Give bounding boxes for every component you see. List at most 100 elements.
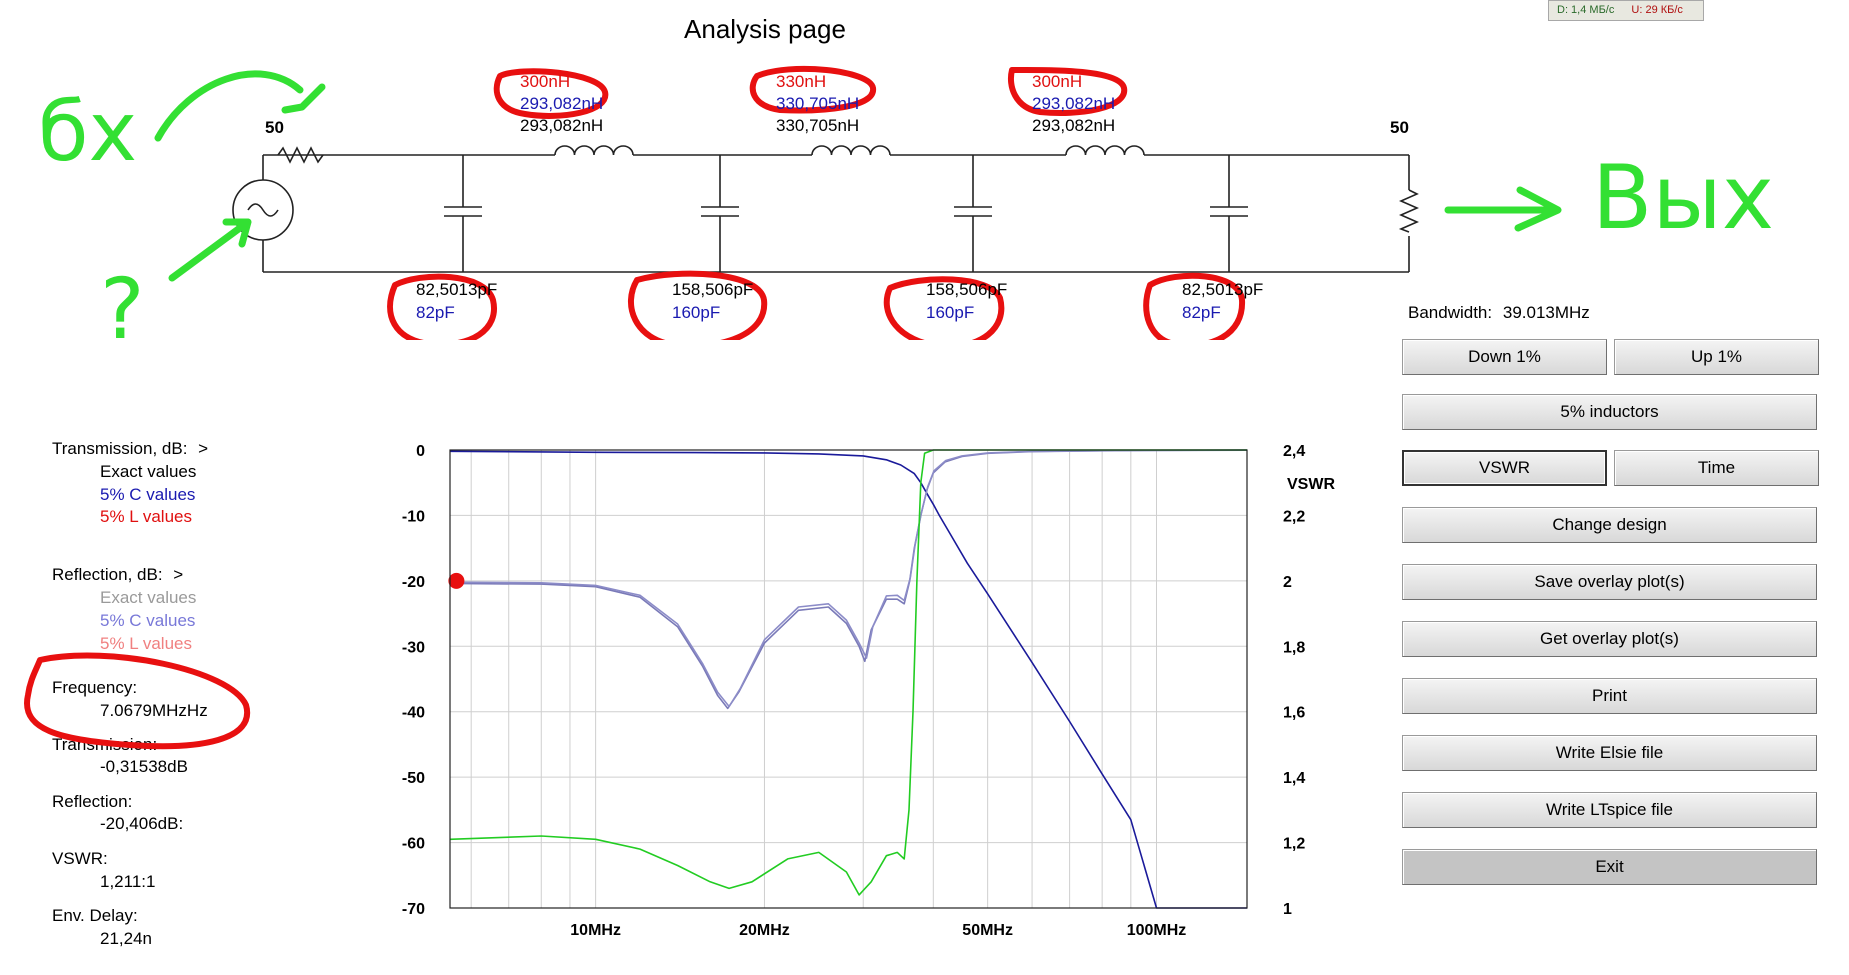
frequency-value: 7.0679MHzHz <box>100 701 208 720</box>
delay-readout-label: Env. Delay: <box>52 906 138 925</box>
reflection-readout-label: Reflection: <box>52 792 133 811</box>
x-tick-label: 100MHz <box>1127 922 1187 939</box>
red-circle-inductor-3 <box>1008 66 1128 116</box>
transmission-legend-header: Transmission, dB: > <box>52 439 208 459</box>
inductor-1-5pct-value: 300nH <box>520 72 571 91</box>
transmission-c5-values: 5% C values <box>100 485 196 504</box>
red-circle-capacitor-3 <box>883 276 1005 340</box>
capacitor-4-symbol <box>1210 155 1248 272</box>
capacitor-1-symbol <box>444 155 482 272</box>
delay-readout-value: 21,24n <box>100 929 152 948</box>
handdrawn-arrow-to-source <box>168 218 252 282</box>
get-overlay-button[interactable]: Get overlay plot(s) <box>1402 621 1817 657</box>
inductor-2-5pct-value: 330nH <box>776 72 827 91</box>
y2-tick-label: 2 <box>1283 574 1292 591</box>
y2-tick-label: 1,8 <box>1283 639 1305 656</box>
series-transmission-line <box>449 450 1247 909</box>
bandwidth-readout: Bandwidth: 39.013MHz <box>1408 303 1590 323</box>
reflection-exact-values: Exact values <box>100 588 197 607</box>
x-tick-label: 50MHz <box>962 922 1013 939</box>
inductor-1-symbol <box>554 145 634 156</box>
vswr-readout-value: 1,211:1 <box>100 872 156 891</box>
inductor-3-symbol <box>1065 145 1145 156</box>
capacitor-2-5pct-value: 160pF <box>672 303 721 322</box>
filter-schematic: бх ? Вых <box>38 65 1774 340</box>
vswr-button[interactable]: VSWR <box>1402 450 1607 486</box>
y-tick-label: -50 <box>402 770 425 787</box>
y2-tick-label: 1,6 <box>1283 705 1305 722</box>
capacitor-1-5pct-value: 82pF <box>416 303 455 322</box>
download-speed: D: 1,4 МБ/с <box>1557 4 1615 16</box>
capacitor-3-calc-value: 158,506pF <box>926 280 1008 299</box>
handdrawn-question-mark: ? <box>100 260 145 340</box>
series-reflection-overlay-line <box>449 449 1248 708</box>
inductor-2-exact-value: 330,705nH <box>776 94 860 113</box>
transmission-l5-values: 5% L values <box>100 507 192 526</box>
source-impedance-label: 50 <box>265 118 284 137</box>
frequency-label: Frequency: <box>52 678 138 697</box>
red-circle-inductor-2 <box>749 65 876 114</box>
capacitor-4-5pct-value: 82pF <box>1182 303 1221 322</box>
x-tick-label: 20MHz <box>739 922 790 939</box>
reflection-c5-values: 5% C values <box>100 611 196 630</box>
reflection-readout-value: -20,406dB: <box>100 814 184 833</box>
write-elsie-button[interactable]: Write Elsie file <box>1402 735 1817 771</box>
capacitor-2-calc-value: 158,506pF <box>672 280 754 299</box>
exit-button[interactable]: Exit <box>1402 849 1817 885</box>
y2-tick-label: 1,4 <box>1283 770 1305 787</box>
vswr-readout-label: VSWR: <box>52 849 108 868</box>
y2-tick-label: 1,2 <box>1283 836 1305 853</box>
inductor-3-calc-value: 293,082nH <box>1032 116 1116 135</box>
red-circle-frequency <box>24 652 251 750</box>
print-button[interactable]: Print <box>1402 678 1817 714</box>
red-circle-capacitor-4 <box>1143 272 1246 340</box>
capacitor-3-5pct-value: 160pF <box>926 303 975 322</box>
y2-axis-label: VSWR <box>1287 476 1335 493</box>
change-design-button[interactable]: Change design <box>1402 507 1817 543</box>
y-tick-label: -30 <box>402 639 425 656</box>
inductors-5pct-button[interactable]: 5% inductors <box>1402 394 1817 430</box>
y2-tick-label: 2,2 <box>1283 508 1305 525</box>
bandwidth-label: Bandwidth: <box>1408 303 1493 322</box>
y2-tick-label: 1 <box>1283 901 1292 918</box>
red-circle-inductor-1 <box>493 68 609 119</box>
y-tick-label: -10 <box>402 508 425 525</box>
capacitor-4-calc-value: 82,5013pF <box>1182 280 1264 299</box>
inductor-3-exact-value: 293,082nH <box>1032 94 1116 113</box>
inductor-1-exact-value: 293,082nH <box>520 94 604 113</box>
handdrawn-arrow-to-resistor <box>154 70 326 142</box>
transmission-exact-values: Exact values <box>100 462 197 481</box>
reflection-expand-arrow[interactable]: > <box>173 565 184 584</box>
bandwidth-value: 39.013MHz <box>1502 303 1590 322</box>
down-1pct-button[interactable]: Down 1% <box>1402 339 1607 375</box>
capacitor-1-calc-value: 82,5013pF <box>416 280 498 299</box>
plot-area-frame <box>449 449 1248 909</box>
write-ltspice-button[interactable]: Write LTspice file <box>1402 792 1817 828</box>
reflection-header-text: Reflection, dB: <box>52 565 163 584</box>
handdrawn-input-label: бх <box>38 85 137 180</box>
x-tick-label: 10MHz <box>570 922 621 939</box>
transmission-expand-arrow[interactable]: > <box>198 439 209 458</box>
inductor-1-calc-value: 293,082nH <box>520 116 604 135</box>
red-circle-capacitor-1 <box>387 273 497 340</box>
up-1pct-button[interactable]: Up 1% <box>1614 339 1819 375</box>
capacitor-2-symbol <box>701 155 739 272</box>
upload-speed: U: 29 КБ/с <box>1631 4 1683 16</box>
transmission-header-text: Transmission, dB: <box>52 439 188 458</box>
response-chart[interactable]: 0 -10 -20 -30 -40 -50 -60 -70 2,4 2,2 2 1,8 1,6 1,4 1,… <box>380 430 1340 950</box>
red-circle-capacitor-2 <box>627 270 768 340</box>
capacitor-3-symbol <box>954 155 992 272</box>
inductor-2-symbol <box>811 145 891 156</box>
y-tick-label: -60 <box>402 836 425 853</box>
reflection-legend-header: Reflection, dB: > <box>52 565 183 585</box>
y-tick-label: -20 <box>402 574 425 591</box>
time-button[interactable]: Time <box>1614 450 1819 486</box>
y-tick-label: -40 <box>402 705 425 722</box>
page-title: Analysis page <box>684 14 846 44</box>
y-tick-label: 0 <box>416 443 425 460</box>
save-overlay-button[interactable]: Save overlay plot(s) <box>1402 564 1817 600</box>
load-impedance-label: 50 <box>1390 118 1409 137</box>
handdrawn-arrow-to-load <box>1444 186 1562 232</box>
y-tick-label: -70 <box>402 901 425 918</box>
network-speed-indicator: D: 1,4 МБ/с U: 29 КБ/с <box>1548 0 1704 21</box>
